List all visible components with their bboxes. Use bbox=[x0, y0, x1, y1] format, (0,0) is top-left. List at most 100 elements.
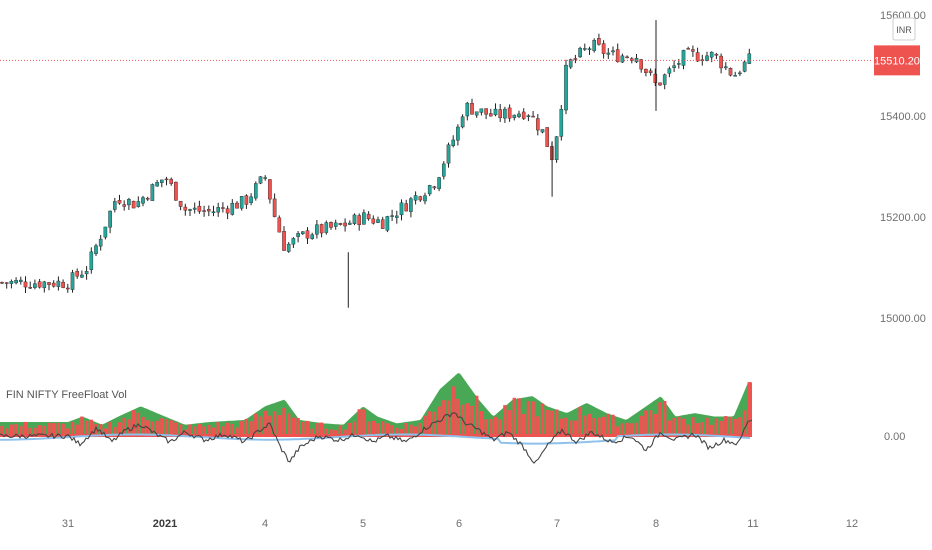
candle-body bbox=[380, 219, 385, 229]
volume-bar bbox=[695, 423, 700, 437]
volume-bar bbox=[174, 422, 178, 437]
volume-bar bbox=[315, 422, 319, 437]
candle-body bbox=[352, 214, 357, 224]
candle-body bbox=[155, 182, 159, 187]
candle-body bbox=[42, 281, 47, 289]
candle-body bbox=[667, 68, 672, 74]
candle-body bbox=[301, 231, 305, 234]
candle-body bbox=[489, 113, 493, 117]
x-tick-label: 11 bbox=[747, 518, 758, 530]
candle-body bbox=[141, 197, 145, 204]
volume-bar bbox=[66, 428, 70, 437]
volume-bar bbox=[526, 400, 531, 437]
volume-bar bbox=[733, 418, 737, 437]
candle-body bbox=[390, 215, 394, 217]
volume-bar bbox=[587, 413, 592, 437]
candle-body bbox=[432, 186, 437, 189]
volume-bar bbox=[334, 430, 338, 437]
candle-body bbox=[395, 215, 399, 218]
currency-badge[interactable]: INR bbox=[892, 17, 916, 41]
volume-bar bbox=[225, 422, 230, 437]
volume-bar bbox=[164, 419, 169, 437]
volume-bar bbox=[42, 425, 46, 437]
volume-bar bbox=[493, 416, 498, 437]
candle-body bbox=[677, 63, 681, 65]
volume-bar bbox=[531, 401, 535, 437]
volume-bar bbox=[446, 400, 451, 437]
volume-bar bbox=[249, 421, 253, 437]
volume-bar bbox=[724, 416, 728, 437]
candle-body bbox=[366, 213, 371, 220]
candle-body bbox=[244, 195, 249, 205]
candle-body bbox=[413, 195, 418, 201]
candle-body bbox=[601, 43, 606, 54]
candle-body bbox=[479, 108, 484, 113]
volume-bar bbox=[56, 422, 61, 437]
candle-body bbox=[484, 108, 488, 115]
volume-bar bbox=[19, 425, 23, 437]
candle-body bbox=[131, 200, 136, 209]
y-tick-label: 15200.00 bbox=[880, 212, 926, 224]
volume-bar bbox=[287, 413, 291, 437]
candle-body bbox=[282, 231, 286, 251]
candle-body bbox=[225, 208, 230, 214]
oscillator-line bbox=[0, 412, 753, 464]
volume-bar bbox=[460, 404, 465, 437]
volume-bar bbox=[230, 423, 234, 437]
candle-body bbox=[470, 103, 474, 115]
volume-bar bbox=[465, 403, 469, 437]
volume-bar bbox=[37, 425, 42, 437]
volume-bar bbox=[747, 382, 751, 437]
volume-bar bbox=[663, 400, 667, 437]
volume-bar bbox=[5, 428, 9, 437]
candle-body bbox=[630, 58, 634, 61]
volume-bar bbox=[550, 410, 554, 437]
volume-bar bbox=[348, 422, 352, 437]
volume-bar bbox=[742, 410, 747, 437]
candle-body bbox=[28, 287, 33, 289]
volume-bar bbox=[183, 429, 187, 437]
x-tick-label: 7 bbox=[554, 518, 560, 530]
volume-bar bbox=[70, 421, 75, 437]
volume-bar bbox=[258, 416, 263, 437]
volume-bar bbox=[484, 419, 488, 437]
volume-bar bbox=[540, 403, 545, 437]
candle-body bbox=[719, 55, 723, 69]
candle-body bbox=[423, 195, 427, 202]
volume-bar bbox=[47, 422, 51, 437]
volume-area-series bbox=[0, 373, 752, 437]
y-tick-label: 15400.00 bbox=[880, 111, 926, 123]
candle-body bbox=[159, 179, 164, 183]
currency-label: INR bbox=[896, 25, 912, 35]
candle-body bbox=[272, 198, 277, 217]
volume-bar bbox=[28, 427, 32, 437]
candle-body bbox=[559, 109, 564, 137]
volume-bar bbox=[310, 428, 314, 437]
candle-body bbox=[333, 222, 338, 227]
candle-body bbox=[183, 206, 188, 211]
candle-body bbox=[310, 234, 315, 239]
candle-body bbox=[127, 199, 131, 206]
candle-body bbox=[691, 49, 695, 52]
volume-bar bbox=[710, 424, 714, 437]
volume-bar bbox=[399, 429, 404, 437]
candle-body bbox=[503, 108, 507, 119]
candle-body bbox=[221, 207, 225, 209]
candle-body bbox=[9, 281, 14, 284]
volume-bar bbox=[193, 426, 197, 437]
candle-body bbox=[51, 282, 56, 287]
candle-body bbox=[573, 58, 578, 60]
volume-bar bbox=[305, 420, 310, 437]
candle-body bbox=[376, 219, 380, 223]
candle-body bbox=[362, 212, 366, 225]
volume-bar bbox=[150, 421, 155, 437]
candle-body bbox=[338, 223, 343, 225]
candle-body bbox=[103, 226, 108, 238]
candle-body bbox=[188, 209, 192, 211]
volume-bar bbox=[681, 418, 686, 437]
x-tick-label: 6 bbox=[456, 518, 462, 530]
candle-body bbox=[409, 198, 413, 212]
candle-body bbox=[446, 144, 451, 164]
volume-bar bbox=[197, 423, 202, 437]
